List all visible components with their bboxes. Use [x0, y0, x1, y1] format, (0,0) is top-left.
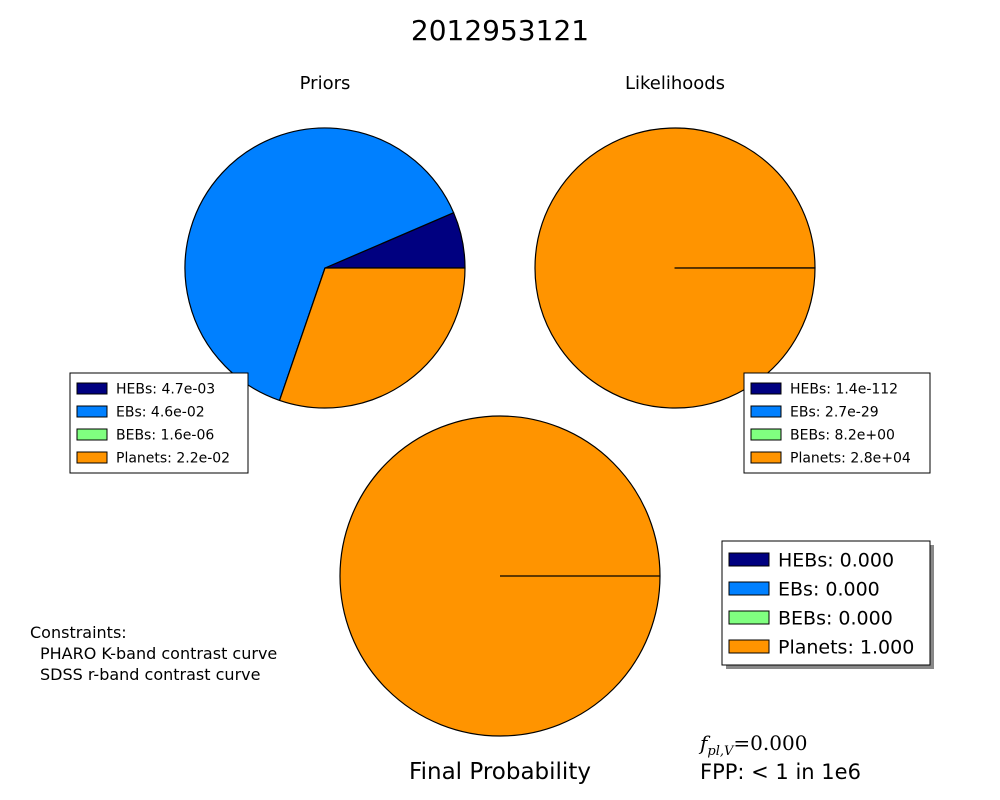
constraints-block: Constraints: PHARO K-band contrast curve… — [30, 623, 277, 684]
likelihoods-title: Likelihoods — [625, 73, 725, 94]
constraint-item: SDSS r-band contrast curve — [40, 665, 260, 684]
legend-label-hebs: HEBs: 4.7e-03 — [116, 382, 215, 398]
legend-label-ebs: EBs: 2.7e-29 — [790, 405, 879, 421]
legend-swatch-planets — [750, 451, 782, 464]
legend-swatch-bebs — [76, 428, 108, 441]
legend-swatch-hebs — [728, 552, 770, 567]
legend-label-ebs: EBs: 4.6e-02 — [116, 405, 205, 421]
legend-swatch-bebs — [750, 428, 782, 441]
fpl-subscript: pl,V — [707, 744, 735, 759]
wedge-planets — [534, 127, 816, 409]
figure-title: 2012953121 — [411, 14, 589, 47]
legend-swatch-ebs — [728, 581, 770, 596]
priors-legend: HEBs: 4.7e-03 EBs: 4.6e-02 BEBs: 1.6e-06 Pl… — [69, 372, 249, 474]
wedge-planets — [278, 267, 466, 409]
legend-swatch-ebs — [76, 405, 108, 418]
legend-label-bebs: BEBs: 8.2e+00 — [790, 428, 895, 444]
fpp-label: FPP: < 1 in 1e6 — [700, 760, 861, 784]
legend-swatch-hebs — [76, 382, 108, 395]
final-probability-title: Final Probability — [409, 759, 591, 785]
priors-pie — [184, 127, 466, 409]
constraints-heading: Constraints: — [30, 623, 127, 642]
priors-title: Priors — [300, 73, 351, 94]
legend-label-bebs: BEBs: 1.6e-06 — [116, 428, 214, 444]
legend-label-hebs: HEBs: 0.000 — [778, 549, 894, 571]
fpl-value: =0.000 — [733, 731, 807, 755]
legend-swatch-hebs — [750, 382, 782, 395]
legend-label-bebs: BEBs: 0.000 — [778, 607, 893, 629]
legend-label-planets: Planets: 2.2e-02 — [116, 451, 230, 467]
final-probability-legend: HEBs: 0.000 EBs: 0.000 BEBs: 0.000 Planets:… — [721, 540, 934, 669]
legend-swatch-ebs — [750, 405, 782, 418]
likelihoods-legend: HEBs: 1.4e-112 EBs: 2.7e-29 BEBs: 8.2e+00 P… — [743, 372, 931, 474]
legend-label-planets: Planets: 1.000 — [778, 636, 914, 658]
legend-swatch-planets — [728, 639, 770, 654]
likelihoods-pie — [534, 127, 816, 409]
legend-label-planets: Planets: 2.8e+04 — [790, 451, 911, 467]
legend-label-ebs: EBs: 0.000 — [778, 578, 880, 600]
legend-swatch-planets — [76, 451, 108, 464]
legend-swatch-bebs — [728, 610, 770, 625]
legend-label-hebs: HEBs: 1.4e-112 — [790, 382, 898, 398]
final-probability-pie — [339, 415, 661, 737]
constraint-item: PHARO K-band contrast curve — [40, 644, 277, 663]
wedge-ebs — [184, 127, 455, 402]
fpl-label: fpl,V=0.000 — [698, 731, 807, 759]
